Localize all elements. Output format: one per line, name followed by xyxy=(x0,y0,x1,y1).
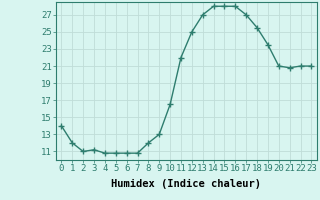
X-axis label: Humidex (Indice chaleur): Humidex (Indice chaleur) xyxy=(111,179,261,189)
